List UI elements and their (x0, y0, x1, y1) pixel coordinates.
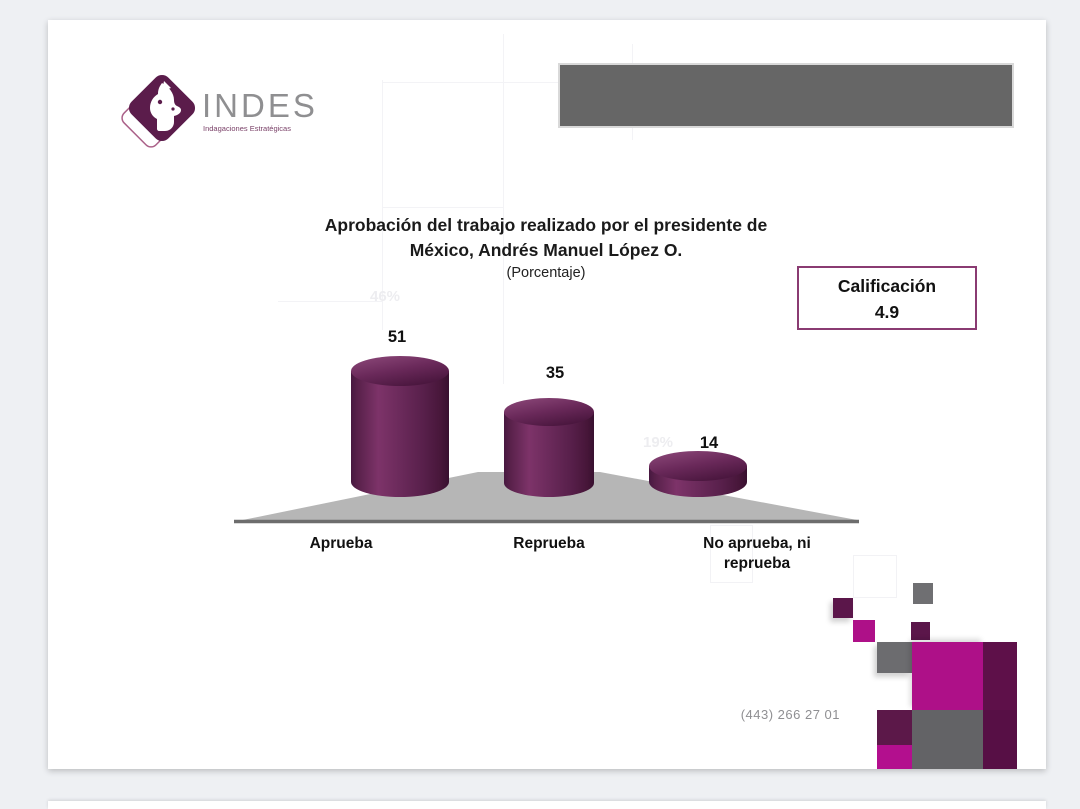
mosaic-square (877, 745, 912, 769)
bar-reprueba (504, 398, 594, 497)
mosaic-square (983, 642, 1017, 710)
ghost-rect (710, 525, 753, 583)
chart-title-line1: Aprobación del trabajo realizado por el … (324, 215, 768, 235)
ghost-gridline (382, 80, 383, 330)
redacted-bar (558, 63, 1014, 128)
bar-aprueba (351, 356, 449, 497)
ghost-rect (853, 555, 897, 598)
horse-head-icon (150, 81, 181, 131)
next-page-edge (48, 801, 1046, 809)
mosaic-square (913, 583, 933, 604)
mosaic-square (983, 710, 1017, 769)
chart-subtitle: (Porcentaje) (506, 265, 586, 281)
logo-tagline: Indagaciones Estratégicas (203, 124, 291, 133)
logo-wordmark: INDES (202, 87, 318, 124)
phone-number: (443) 266 27 01 (740, 707, 840, 722)
ghost-gridline (503, 34, 504, 384)
slide-page: INDES Indagaciones Estratégicas Aprobaci… (48, 20, 1046, 769)
cylinder-bar-chart (234, 356, 859, 524)
mosaic-square (912, 642, 983, 710)
ghost-value-label: 46% (369, 288, 401, 305)
ghost-gridline (382, 82, 632, 83)
chart-title: Aprobación del trabajo realizado por el … (226, 213, 866, 263)
score-box: Calificación 4.9 (797, 266, 977, 330)
chart-title-line2: México, Andrés Manuel López O. (409, 240, 683, 260)
category-label-aprueba: Aprueba (309, 535, 373, 552)
indes-logo: INDES Indagaciones Estratégicas (121, 74, 318, 148)
score-label: Calificación (837, 276, 937, 296)
score-value: 4.9 (874, 302, 900, 322)
mosaic-square (877, 710, 912, 745)
mosaic-square (853, 620, 875, 642)
bar-no-aprueba (649, 451, 747, 497)
value-label-reprueba: 35 (545, 364, 565, 382)
category-label-noaprueba: No aprueba, ni reprueba (703, 535, 811, 572)
value-label-aprueba: 51 (387, 328, 407, 346)
mosaic-square (833, 598, 853, 618)
category-label-reprueba: Reprueba (513, 535, 585, 552)
mosaic-square (912, 710, 983, 769)
ghost-gridline (278, 301, 382, 302)
mosaic-square (911, 622, 930, 640)
value-label-noaprueba: 14 (699, 434, 719, 452)
mosaic-square (877, 642, 912, 673)
ghost-gridline (382, 207, 503, 208)
ghost-value-label: 19% (642, 434, 674, 451)
